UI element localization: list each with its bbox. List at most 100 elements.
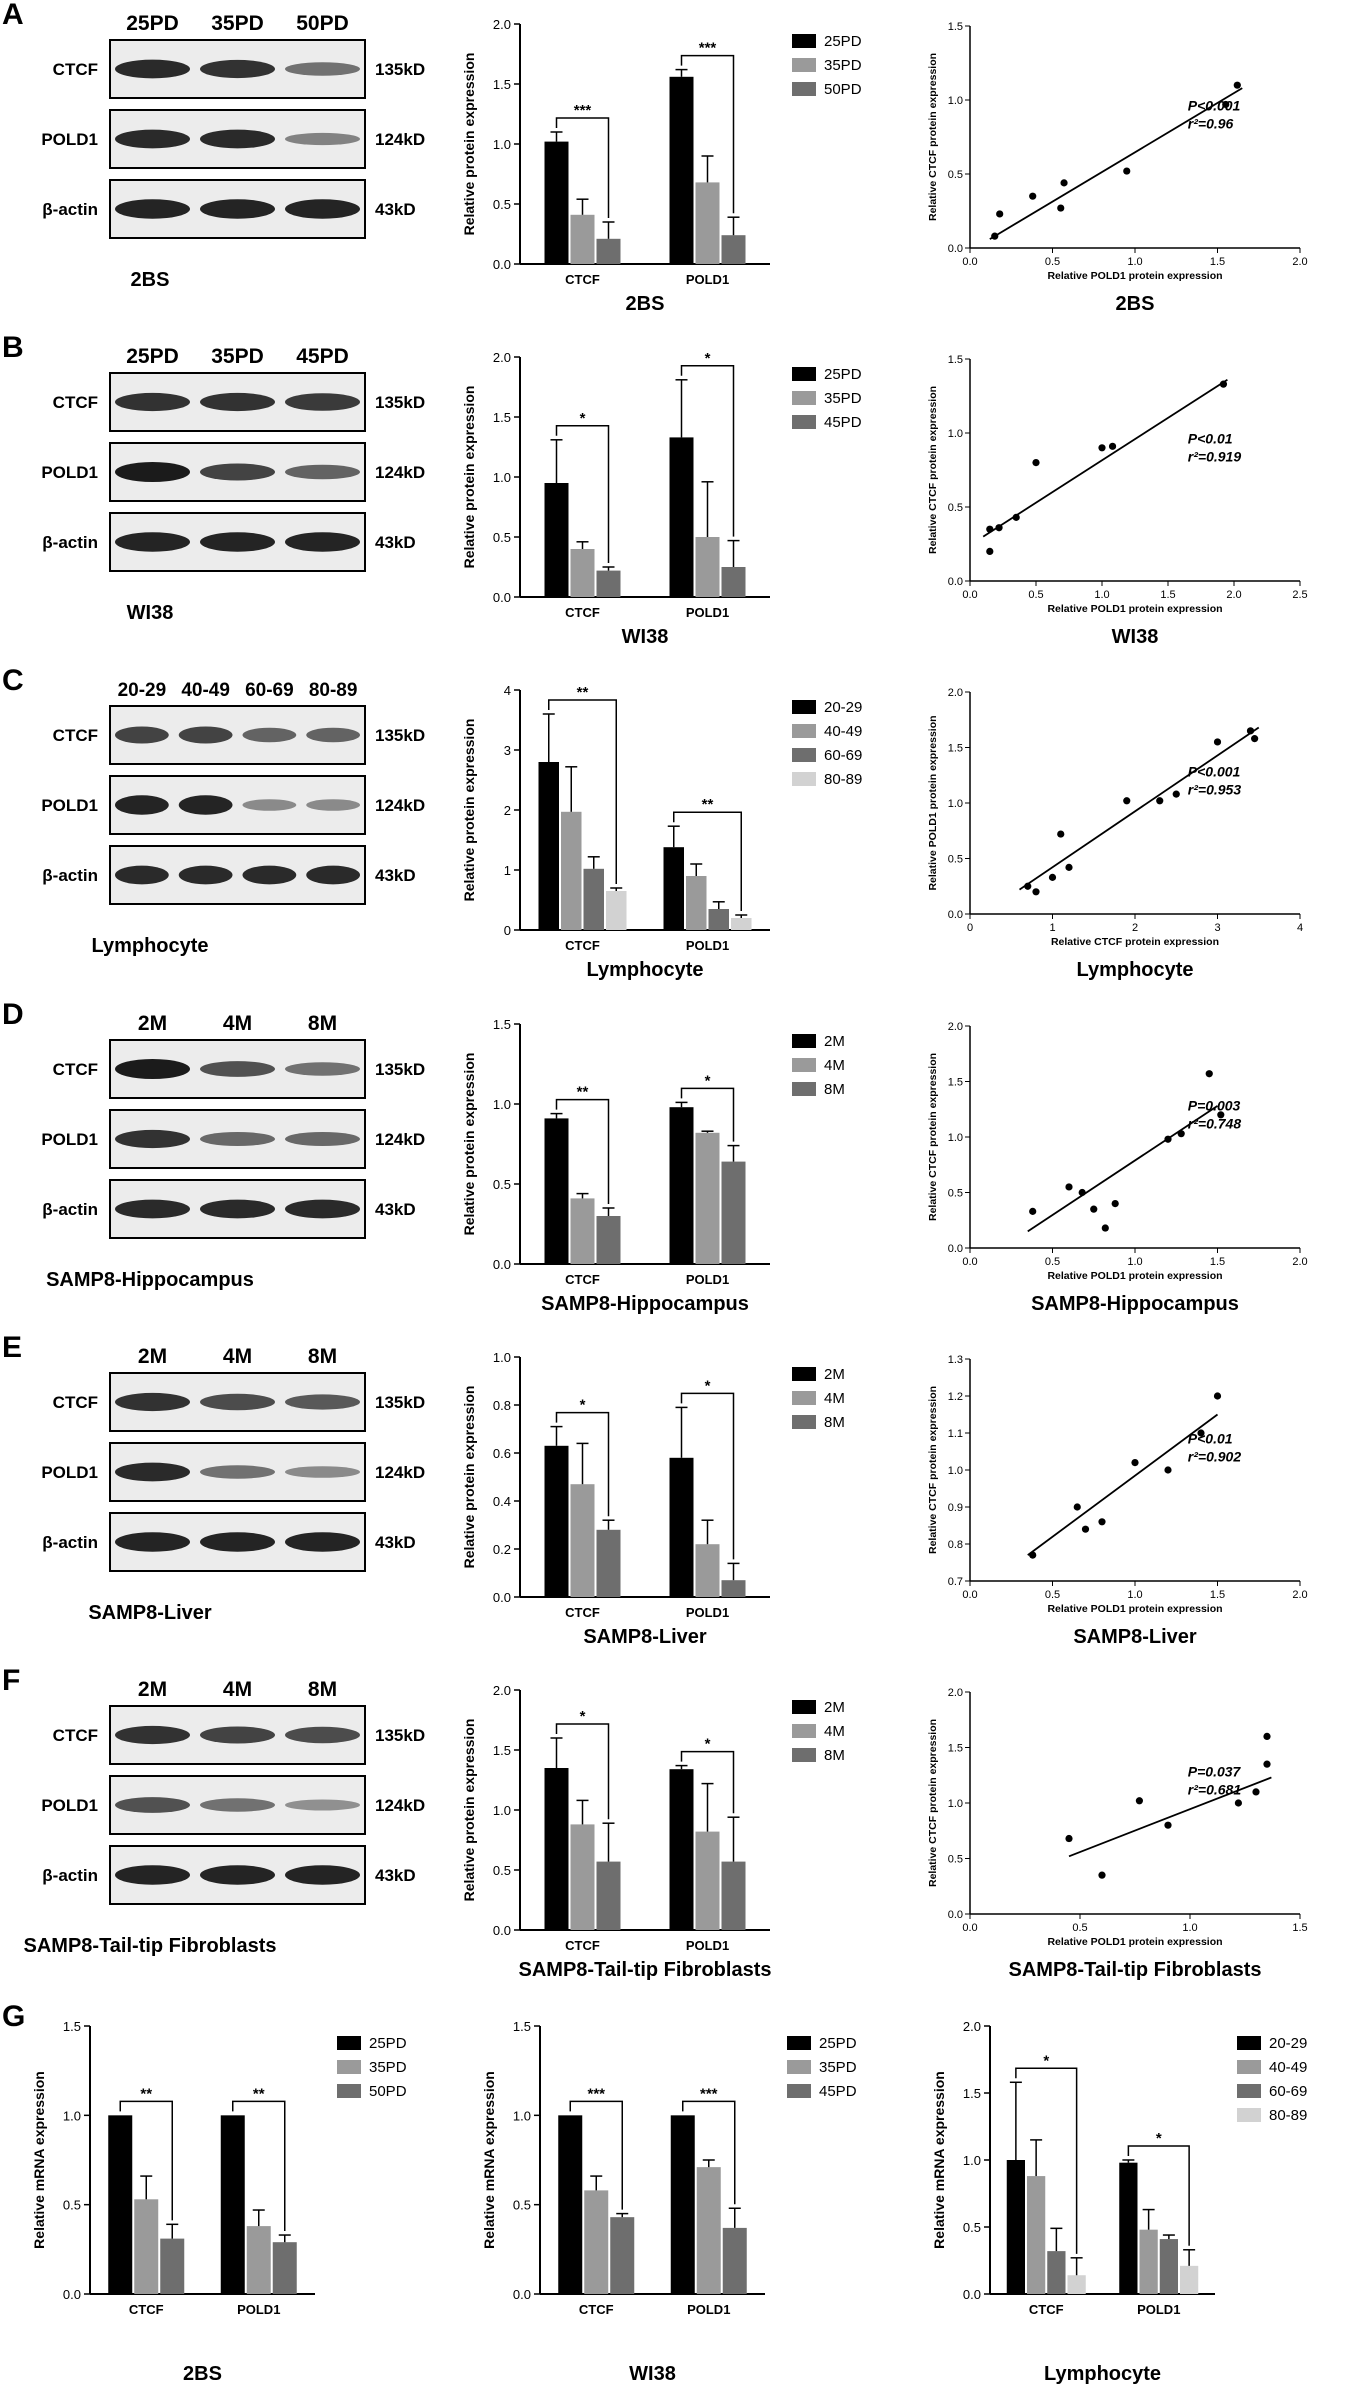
scatter-plot: 0.0 0.5 1.0 1.5 2.0 0.0 0.5 1.0 1.5 Relative POLD… <box>927 1687 1308 1981</box>
blot-band <box>285 464 360 480</box>
bar <box>721 235 746 264</box>
panel-letter: B <box>2 331 24 364</box>
bar <box>695 1132 720 1264</box>
y-tick-label: 1.3 <box>948 1354 963 1366</box>
blot-band <box>115 129 190 149</box>
bar <box>596 238 621 264</box>
legend-swatch <box>792 1415 816 1429</box>
chart-caption: 2BS <box>183 2363 222 2385</box>
bar <box>669 1457 694 1597</box>
lane-label: 8M <box>308 1678 337 1701</box>
western-blot: 2M 4M 8M CTCF 135kD POLD1 124kD β-actin 43kD SAMP… <box>41 1012 425 1291</box>
blot-size-label: 124kD <box>375 463 425 482</box>
bar <box>1047 2251 1066 2294</box>
data-point <box>995 524 1003 532</box>
x-tick-label: CTCF <box>579 2302 614 2317</box>
data-point <box>1263 1732 1271 1740</box>
blot-band <box>200 1465 275 1479</box>
lane-label: 2M <box>138 1012 167 1035</box>
blot-caption: SAMP8-Liver <box>88 1602 212 1624</box>
x-tick-label: POLD1 <box>687 2302 730 2317</box>
chart-caption: 2BS <box>626 293 665 315</box>
data-point <box>1029 1551 1037 1559</box>
y-tick-label: 1 <box>504 863 511 878</box>
scatter-plot: 0.0 0.5 1.0 1.5 0.0 0.5 1.0 1.5 2.0 2.5 Relative P… <box>927 354 1308 648</box>
y-tick-label: 0.0 <box>948 909 963 921</box>
blot-band <box>200 1393 275 1411</box>
significance-label: * <box>705 350 711 367</box>
legend-swatch <box>792 1058 816 1072</box>
y-tick-label: 1.5 <box>948 1077 963 1089</box>
x-axis-label: Relative POLD1 protein expression <box>1047 603 1222 615</box>
blot-band <box>285 1532 360 1552</box>
legend-label: 45PD <box>819 2083 857 2100</box>
blot-size-label: 124kD <box>375 130 425 149</box>
legend-swatch <box>792 1748 816 1762</box>
x-tick-label: 1.5 <box>1210 1589 1225 1601</box>
y-axis-label: Relative protein expression <box>461 719 477 902</box>
bar <box>695 537 720 597</box>
western-blot: 25PD 35PD 45PD CTCF 135kD POLD1 124kD β-actin 43… <box>41 345 425 624</box>
y-axis-label: Relative POLD1 protein expression <box>927 715 939 890</box>
legend-label: 60-69 <box>1269 2083 1307 2100</box>
r-squared: r²=0.681 <box>1188 1781 1242 1797</box>
western-blot: 2M 4M 8M CTCF 135kD POLD1 124kD β-actin 43kD SAMP… <box>24 1678 426 1957</box>
data-point <box>1205 1070 1213 1078</box>
y-tick-label: 1.0 <box>63 2108 81 2123</box>
significance-bracket <box>555 425 610 563</box>
legend-label: 4M <box>824 1390 845 1407</box>
blot-band <box>115 392 190 412</box>
data-point <box>1073 1503 1081 1511</box>
blot-band <box>200 1865 275 1885</box>
data-point <box>1098 1871 1106 1879</box>
legend-swatch <box>792 367 816 381</box>
y-tick-label: 2.0 <box>493 1683 511 1698</box>
blot-band <box>115 1532 190 1552</box>
significance-bracket <box>680 365 735 537</box>
x-tick-label: 1.5 <box>1160 589 1175 601</box>
x-tick-label: 0.0 <box>962 1589 977 1601</box>
r-squared: r²=0.902 <box>1188 1448 1242 1464</box>
chart-caption: SAMP8-Tail-tip Fibroblasts <box>1009 1959 1262 1981</box>
legend-label: 50PD <box>824 81 862 98</box>
blot-band <box>115 1797 190 1813</box>
blot-band <box>242 727 297 743</box>
lane-label: 2M <box>138 1678 167 1701</box>
bar <box>669 1107 694 1264</box>
significance-bracket <box>232 2100 286 2232</box>
blot-band <box>115 1865 190 1885</box>
data-point <box>996 210 1004 218</box>
legend-swatch <box>792 1700 816 1714</box>
blot-size-label: 135kD <box>375 1726 425 1745</box>
lane-label: 45PD <box>296 345 349 368</box>
data-point <box>1029 192 1037 200</box>
y-tick-label: 0.2 <box>493 1542 511 1557</box>
bar-chart: 0.0 0.5 1.0 1.5 2.0 Relative mRNA expression C… <box>931 2019 1307 2385</box>
significance-label: * <box>705 1072 711 1089</box>
legend-swatch <box>787 2036 811 2050</box>
legend-swatch <box>792 1724 816 1738</box>
y-tick-label: 0.0 <box>493 1257 511 1272</box>
data-point <box>1123 167 1131 175</box>
y-tick-label: 0.5 <box>948 854 963 866</box>
bar <box>663 847 684 930</box>
bar <box>570 1198 595 1264</box>
legend-label: 2M <box>824 1366 845 1383</box>
blot-band <box>115 532 190 552</box>
bar <box>669 1769 694 1930</box>
blot-band <box>200 1199 275 1219</box>
y-tick-label: 0.5 <box>948 1188 963 1200</box>
chart-caption: Lymphocyte <box>1044 2363 1161 2385</box>
data-point <box>1131 1459 1139 1467</box>
blot-band <box>115 1059 190 1079</box>
blot-band <box>242 865 297 885</box>
legend-swatch <box>792 1082 816 1096</box>
x-tick-label: POLD1 <box>237 2302 280 2317</box>
significance-bracket <box>1015 2067 1078 2254</box>
significance-label: * <box>580 1708 586 1725</box>
scatter-plot: 0.0 0.5 1.0 1.5 2.0 0.0 0.5 1.0 1.5 2.0 Relative P… <box>927 1021 1308 1315</box>
legend-swatch <box>792 724 816 738</box>
blot-band <box>285 1199 360 1219</box>
y-axis-label: Relative protein expression <box>461 1386 477 1569</box>
bar <box>686 876 707 930</box>
